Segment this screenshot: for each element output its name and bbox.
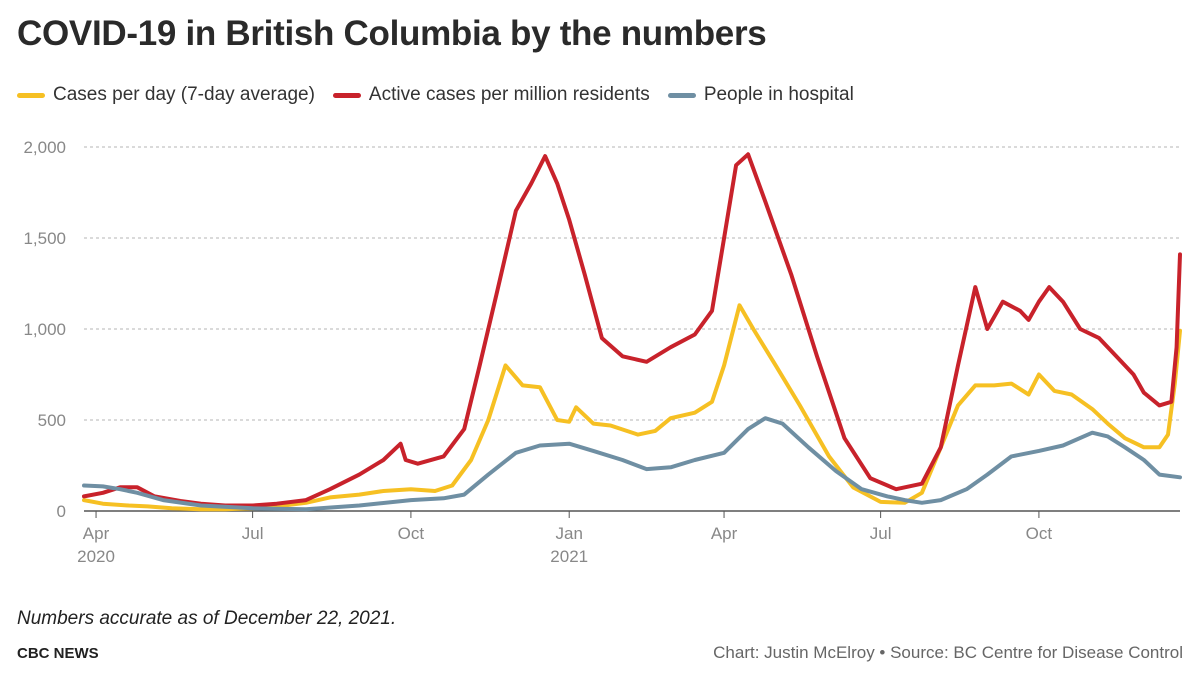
x-tick-label-6: Oct xyxy=(1026,524,1053,543)
y-tick-label-2: 1,000 xyxy=(23,320,66,339)
legend-swatch-cases xyxy=(17,92,45,98)
x-tick-sublabel-3: 2021 xyxy=(550,547,588,566)
y-tick-label-3: 1,500 xyxy=(23,229,66,248)
legend-label-cases: Cases per day (7-day average) xyxy=(53,84,315,105)
x-tick-label-2: Oct xyxy=(398,524,425,543)
legend-swatch-hospital xyxy=(667,92,696,98)
legend-swatch-active xyxy=(332,92,361,98)
legend-item-active: Active cases per million residents xyxy=(332,84,650,106)
x-tick-sublabel-0: 2020 xyxy=(77,547,115,566)
legend-label-active: Active cases per million residents xyxy=(368,84,650,105)
y-tick-label-0: 0 xyxy=(57,502,66,521)
chart-title: COVID-19 in British Columbia by the numb… xyxy=(17,14,767,53)
x-tick-label-1: Jul xyxy=(242,524,264,543)
footnote: Numbers accurate as of December 22, 2021… xyxy=(17,608,397,629)
x-tick-label-4: Apr xyxy=(711,524,738,543)
x-tick-label-3: Jan xyxy=(555,524,582,543)
legend-item-hospital: People in hospital xyxy=(667,84,854,106)
legend-item-cases: Cases per day (7-day average) xyxy=(17,84,315,106)
x-tick-label-5: Jul xyxy=(870,524,892,543)
brand-logo-text: CBC NEWS xyxy=(17,645,99,662)
legend-label-hospital: People in hospital xyxy=(703,84,854,105)
y-tick-label-1: 500 xyxy=(38,411,66,430)
x-tick-label-0: Apr xyxy=(83,524,110,543)
y-tick-label-4: 2,000 xyxy=(23,138,66,157)
legend: Cases per day (7-day average) Active cas… xyxy=(17,84,872,106)
series-line-hospital xyxy=(82,416,1182,512)
source-credit: Chart: Justin McElroy • Source: BC Centr… xyxy=(713,643,1183,662)
series-line-cases-per-day xyxy=(82,303,1182,512)
series-line-active-cases xyxy=(82,152,1182,508)
line-chart: 0 500 1,000 1,500 2,000 Apr 2020 Jul Oct Jan 2021 A… xyxy=(23,138,1182,566)
